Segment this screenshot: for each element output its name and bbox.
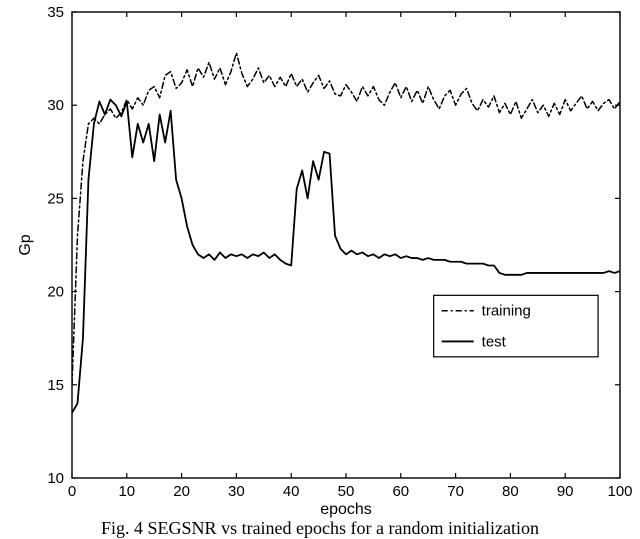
svg-text:30: 30 xyxy=(228,483,245,500)
svg-text:20: 20 xyxy=(173,483,190,500)
svg-text:10: 10 xyxy=(47,470,64,487)
svg-text:60: 60 xyxy=(392,483,409,500)
svg-text:30: 30 xyxy=(47,97,64,114)
svg-text:100: 100 xyxy=(607,483,632,500)
svg-text:10: 10 xyxy=(118,483,135,500)
legend-label-training: training xyxy=(482,303,531,320)
figure-caption: Fig. 4 SEGSNR vs trained epochs for a ra… xyxy=(0,518,640,539)
svg-text:epochs: epochs xyxy=(320,501,372,518)
svg-text:15: 15 xyxy=(47,377,64,394)
svg-text:70: 70 xyxy=(447,483,464,500)
svg-text:0: 0 xyxy=(68,483,76,500)
svg-text:20: 20 xyxy=(47,284,64,301)
svg-text:50: 50 xyxy=(338,483,355,500)
svg-text:40: 40 xyxy=(283,483,300,500)
svg-text:35: 35 xyxy=(47,4,64,21)
svg-text:90: 90 xyxy=(557,483,574,500)
svg-text:25: 25 xyxy=(47,190,64,207)
svg-text:Gp: Gp xyxy=(17,234,34,255)
legend-label-test: test xyxy=(482,333,507,350)
segsnr-chart: 0102030405060708090100101520253035epochs… xyxy=(0,0,640,535)
test-line xyxy=(72,100,620,413)
svg-text:80: 80 xyxy=(502,483,519,500)
